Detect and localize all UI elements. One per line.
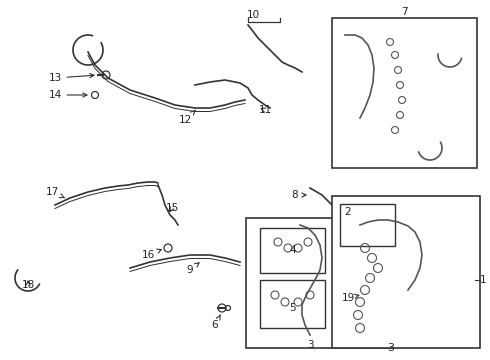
Bar xyxy=(260,228,325,273)
Text: 8: 8 xyxy=(292,190,306,200)
Text: 14: 14 xyxy=(49,90,87,100)
Text: 12: 12 xyxy=(178,110,196,125)
Text: 4: 4 xyxy=(290,245,296,255)
Text: 16: 16 xyxy=(142,249,161,260)
Text: 6: 6 xyxy=(212,315,220,330)
Bar xyxy=(332,18,477,168)
Text: 15: 15 xyxy=(166,203,179,213)
Text: 2: 2 xyxy=(344,207,351,217)
Text: 3: 3 xyxy=(307,340,313,350)
Bar xyxy=(260,280,325,328)
Text: 1: 1 xyxy=(480,275,486,285)
Text: 19: 19 xyxy=(342,293,359,303)
Text: 3: 3 xyxy=(388,343,394,353)
Text: 9: 9 xyxy=(187,263,199,275)
Text: 11: 11 xyxy=(258,105,271,115)
Text: 7: 7 xyxy=(401,7,407,17)
Bar xyxy=(332,196,480,348)
Text: 13: 13 xyxy=(49,73,94,83)
Text: 10: 10 xyxy=(246,10,260,20)
Text: 5: 5 xyxy=(290,303,296,313)
Text: 17: 17 xyxy=(46,187,64,198)
Bar xyxy=(246,218,391,348)
Text: 18: 18 xyxy=(22,280,35,290)
Bar xyxy=(340,204,395,246)
